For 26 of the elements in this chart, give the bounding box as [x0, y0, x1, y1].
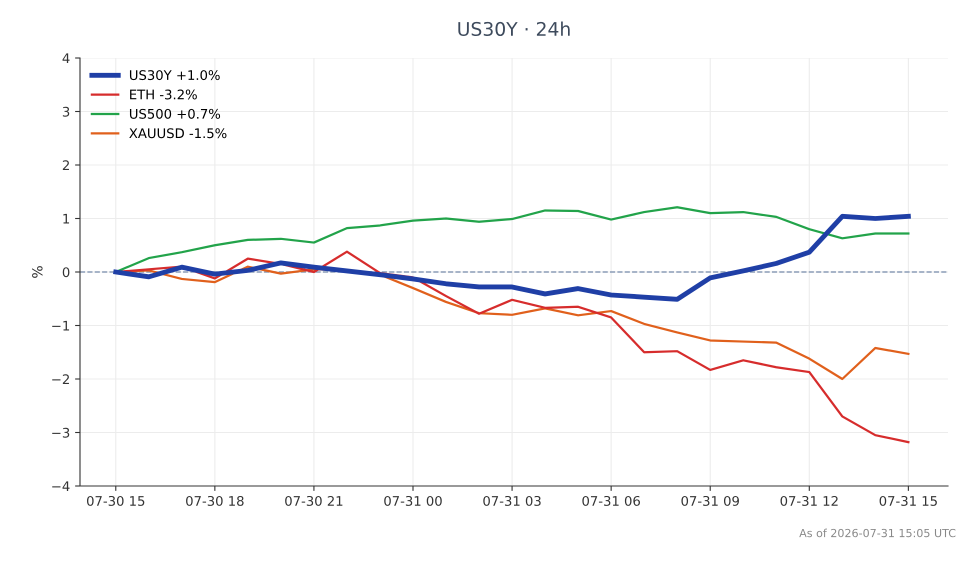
x-tick-label: 07-30 15 — [86, 496, 144, 506]
x-tick-label: 07-31 15 — [880, 496, 937, 506]
line-series — [113, 214, 911, 302]
chart-title: US30Y · 24h — [458, 22, 570, 36]
x-tick-label: 07-31 09 — [681, 496, 739, 506]
x-tick-label: 07-31 12 — [780, 496, 838, 506]
y-tick-label: −2 — [52, 374, 69, 384]
y-axis-title: % — [32, 266, 43, 278]
x-tick-label: 07-30 18 — [186, 496, 244, 506]
y-tick-label: 4 — [62, 53, 70, 64]
x-tick-label: 07-31 06 — [582, 496, 640, 506]
text: As of 2026-07-31 15:05 UTC — [799, 528, 956, 538]
y-tick-label: 1 — [63, 214, 70, 224]
y-tick-label: −1 — [52, 320, 70, 331]
legend-label: US500 +0.7% — [130, 108, 220, 119]
x-tick-label: 07-31 03 — [483, 496, 541, 506]
y-tick-label: 2 — [62, 160, 69, 170]
y-tick-label: 3 — [62, 106, 70, 117]
x-tick-label: 07-31 00 — [384, 496, 442, 506]
x-tick-label: 07-30 21 — [285, 496, 342, 506]
legend-label: XAUUSD -1.5% — [129, 128, 226, 138]
legend-label: ETH -3.2% — [130, 89, 197, 100]
y-tick-label: −4 — [52, 481, 70, 492]
y-tick-label: −3 — [52, 428, 70, 438]
legend-label: US30Y +1.0% — [130, 70, 220, 80]
y-tick-label: 0 — [62, 267, 70, 278]
